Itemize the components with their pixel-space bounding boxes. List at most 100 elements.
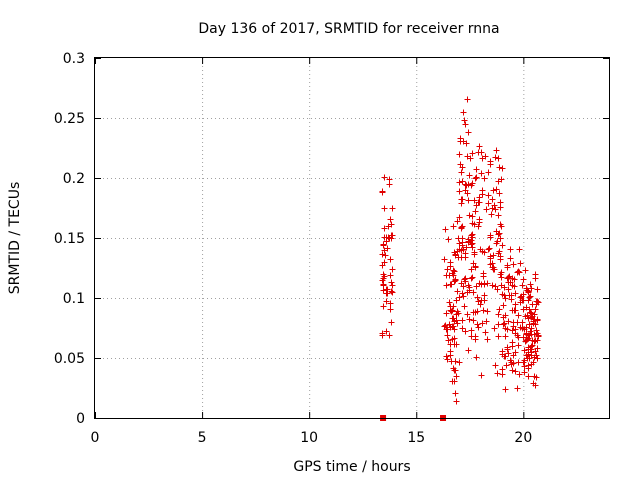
data-point [444, 332, 451, 339]
data-point [384, 290, 391, 297]
data-point [459, 235, 466, 242]
chart-title: Day 136 of 2017, SRMTID for receiver rnn… [198, 21, 499, 37]
data-point [500, 302, 507, 309]
data-point [451, 249, 458, 256]
data-point [531, 373, 538, 380]
data-point [499, 291, 506, 298]
data-point [489, 282, 496, 289]
data-point [494, 370, 501, 377]
data-point [496, 190, 503, 197]
data-point [499, 165, 506, 172]
data-point [520, 276, 527, 283]
data-point [448, 281, 455, 288]
data-point [477, 301, 484, 308]
data-point [445, 337, 452, 344]
data-point [515, 342, 522, 349]
data-point [500, 321, 507, 328]
data-point [483, 318, 490, 325]
data-point [453, 373, 460, 380]
data-point [444, 266, 451, 273]
data-point [452, 390, 459, 397]
data-point [525, 373, 532, 380]
data-point [383, 298, 390, 305]
data-point [478, 372, 485, 379]
data-point [528, 285, 535, 292]
data-point [389, 266, 396, 273]
data-point [386, 181, 393, 188]
data-point [468, 237, 475, 244]
data-point [471, 197, 478, 204]
data-point [510, 261, 517, 268]
data-point [526, 321, 533, 328]
data-point [529, 313, 536, 320]
data-point [497, 221, 504, 228]
plot-frame [94, 57, 610, 419]
data-point [505, 286, 512, 293]
data-point [387, 306, 394, 313]
data-point [464, 190, 471, 197]
data-point [475, 149, 482, 156]
data-point [495, 155, 502, 162]
data-point [527, 293, 534, 300]
y-tick-label: 0.2 [63, 171, 85, 187]
data-point [465, 197, 472, 204]
data-point [465, 129, 472, 136]
data-point [466, 212, 473, 219]
data-point [441, 256, 448, 263]
data-point [478, 297, 485, 304]
data-point [495, 311, 502, 318]
data-point [383, 238, 390, 245]
data-point [525, 335, 532, 342]
data-point [485, 200, 492, 207]
data-point [525, 362, 532, 369]
data-point [519, 282, 526, 289]
data-point [468, 182, 475, 189]
data-point [514, 385, 521, 392]
data-point [499, 242, 506, 249]
data-point [464, 96, 471, 103]
y-tick-label: 0.1 [63, 291, 85, 307]
data-point [379, 188, 386, 195]
data-point [451, 318, 458, 325]
data-point [456, 359, 463, 366]
data-point [529, 342, 536, 349]
data-point [519, 297, 526, 304]
data-point [502, 386, 509, 393]
data-point [462, 250, 469, 257]
data-point [487, 161, 494, 168]
data-point [462, 121, 469, 128]
data-point [493, 240, 500, 247]
data-point [455, 254, 462, 261]
y-axis-label: SRMTID / TECUs [7, 182, 23, 295]
data-point [465, 347, 472, 354]
data-point [452, 358, 459, 365]
data-point [481, 249, 488, 256]
data-point [381, 247, 388, 254]
data-point [476, 280, 483, 287]
data-point [442, 322, 449, 329]
data-point [508, 296, 515, 303]
data-point [382, 252, 389, 259]
data-point [504, 346, 511, 353]
x-tick-label: 15 [407, 430, 425, 446]
data-point [515, 334, 522, 341]
data-point [473, 202, 480, 209]
data-point [444, 356, 451, 363]
data-point [497, 204, 504, 211]
data-point [528, 325, 535, 332]
data-point [486, 245, 493, 252]
data-point [491, 325, 498, 332]
data-point [381, 225, 388, 232]
data-point [521, 326, 528, 333]
data-point [502, 333, 509, 340]
x-tick-label: 20 [514, 430, 532, 446]
data-point [496, 306, 503, 313]
data-point [460, 109, 467, 116]
data-point [450, 315, 457, 322]
data-point [448, 308, 455, 315]
data-point [443, 353, 450, 360]
data-point [387, 272, 394, 279]
data-point [442, 226, 449, 233]
data-point [516, 371, 523, 378]
